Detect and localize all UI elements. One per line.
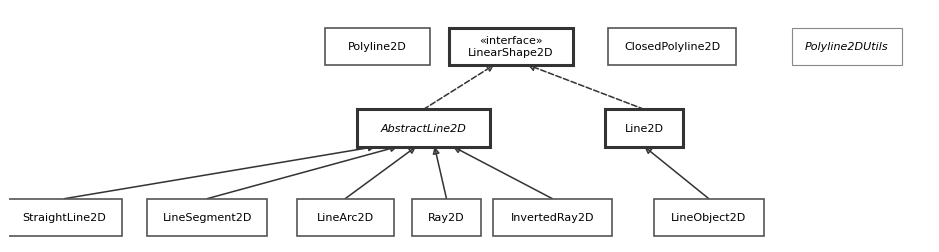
FancyBboxPatch shape — [608, 28, 736, 66]
Text: «interface»
LinearShape2D: «interface» LinearShape2D — [469, 36, 554, 58]
Text: Line2D: Line2D — [624, 123, 664, 134]
Text: StraightLine2D: StraightLine2D — [23, 212, 106, 222]
Text: InvertedRay2D: InvertedRay2D — [511, 212, 594, 222]
FancyBboxPatch shape — [412, 199, 481, 236]
Text: LineArc2D: LineArc2D — [316, 212, 374, 222]
Text: ClosedPolyline2D: ClosedPolyline2D — [623, 42, 720, 52]
FancyBboxPatch shape — [492, 199, 612, 236]
Text: Polyline2DUtils: Polyline2DUtils — [805, 42, 888, 52]
FancyBboxPatch shape — [8, 199, 122, 236]
FancyBboxPatch shape — [449, 28, 573, 66]
FancyBboxPatch shape — [325, 28, 430, 66]
Text: Ray2D: Ray2D — [428, 212, 465, 222]
FancyBboxPatch shape — [654, 199, 764, 236]
Text: LineSegment2D: LineSegment2D — [162, 212, 252, 222]
FancyBboxPatch shape — [357, 110, 490, 147]
Text: AbstractLine2D: AbstractLine2D — [380, 123, 467, 134]
FancyBboxPatch shape — [147, 199, 267, 236]
FancyBboxPatch shape — [297, 199, 393, 236]
FancyBboxPatch shape — [792, 28, 902, 66]
FancyBboxPatch shape — [606, 110, 684, 147]
Text: Polyline2D: Polyline2D — [348, 42, 407, 52]
Text: LineObject2D: LineObject2D — [671, 212, 747, 222]
